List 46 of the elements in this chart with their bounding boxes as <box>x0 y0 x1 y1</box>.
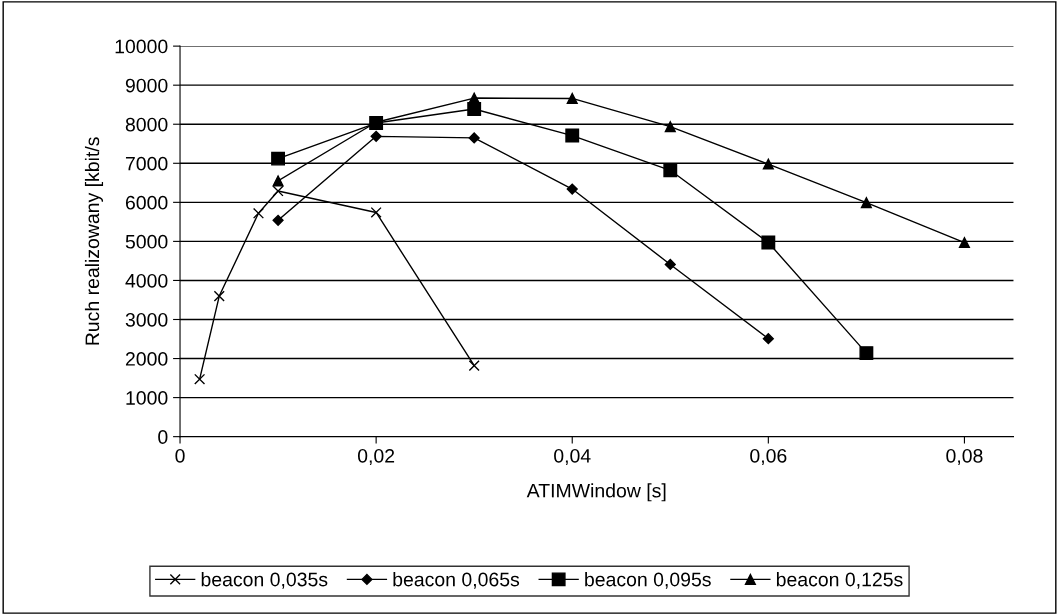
point <box>860 197 872 209</box>
y-tick-label: 6000 <box>125 195 168 210</box>
point <box>762 333 774 345</box>
y-tick-label: 8000 <box>125 117 168 132</box>
legend-label: beacon 0,065s <box>393 572 520 589</box>
point <box>468 360 480 372</box>
point <box>566 92 578 105</box>
x-tick-label: 0,08 <box>946 448 983 466</box>
x-tick-label: 0,02 <box>357 448 395 466</box>
point <box>194 373 206 385</box>
point <box>664 121 676 133</box>
point <box>370 206 382 219</box>
point <box>213 290 225 302</box>
legend-label: beacon 0,125s <box>776 572 903 589</box>
y-tick-label: 7000 <box>125 156 168 171</box>
x-axis-title: ATIMWindow [s] <box>526 483 666 502</box>
point <box>467 102 482 116</box>
y-axis-title: Ruch realizowany [kbit/s <box>84 137 104 345</box>
y-tick-label: 0 <box>158 430 168 444</box>
x-tick-label: 0,04 <box>554 448 591 466</box>
point <box>252 207 265 219</box>
point <box>762 158 774 170</box>
point <box>958 237 970 249</box>
point <box>664 258 676 271</box>
x-tick-label: 0 <box>175 448 185 463</box>
y-tick-label: 2000 <box>125 352 168 366</box>
point <box>761 235 776 250</box>
point <box>272 175 284 187</box>
point <box>272 214 284 226</box>
point <box>566 183 578 195</box>
y-tick-label: 5000 <box>125 234 168 249</box>
point <box>663 163 678 178</box>
legend-label: beacon 0,095s <box>585 572 711 589</box>
y-tick-label: 3000 <box>125 312 168 327</box>
point <box>370 130 382 142</box>
point <box>271 151 286 166</box>
point <box>859 346 874 361</box>
point <box>468 132 480 144</box>
y-tick-label: 10000 <box>115 39 168 54</box>
x-tick-label: 0,06 <box>750 448 787 466</box>
y-tick-label: 9000 <box>125 78 168 93</box>
y-tick-label: 1000 <box>126 391 168 405</box>
point <box>272 185 284 197</box>
legend-label: beacon 0,035s <box>201 572 328 589</box>
point <box>565 128 580 143</box>
y-tick-label: 4000 <box>125 273 168 288</box>
